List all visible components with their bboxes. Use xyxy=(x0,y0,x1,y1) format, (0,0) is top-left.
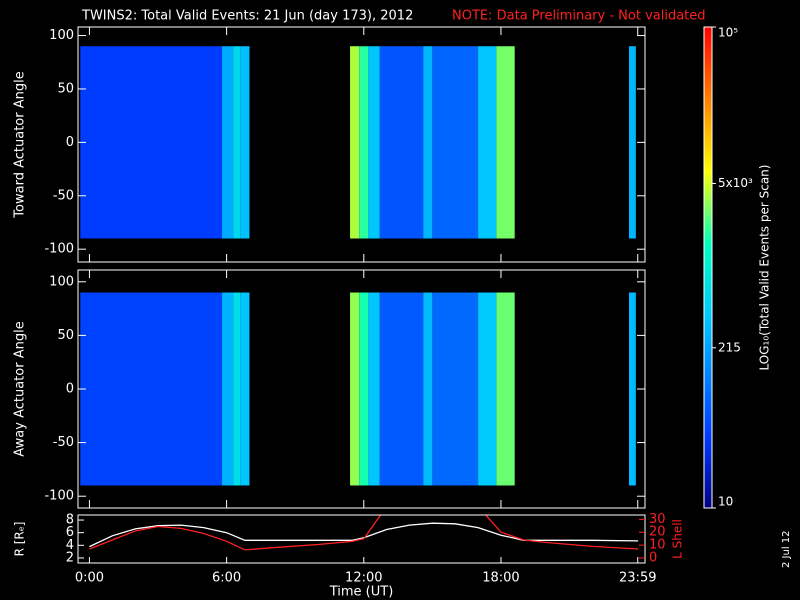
y-axis-label: Toward Actuator Angle xyxy=(13,71,28,218)
heat-cell xyxy=(478,46,497,239)
y2-tick-label: 20 xyxy=(649,525,666,540)
heat-cell xyxy=(359,292,369,486)
colorbar-tick-label: 10⁵ xyxy=(718,26,738,40)
title: TWINS2: Total Valid Events: 21 Jun (day … xyxy=(81,9,413,24)
x-tick-label: 23:59 xyxy=(619,571,656,586)
heat-cell xyxy=(359,46,369,239)
x-tick-label: 0:00 xyxy=(75,571,104,586)
heat-cell xyxy=(233,46,241,239)
line-layer xyxy=(89,515,639,551)
heat-cell xyxy=(496,46,515,239)
heat-cell xyxy=(379,46,424,239)
colorbar-tick-label: 5x10³ xyxy=(718,176,753,190)
plot-frame xyxy=(77,514,646,564)
heat-cell xyxy=(628,46,636,239)
heat-cell xyxy=(423,292,433,486)
heat-cell xyxy=(368,292,380,486)
heat-cell xyxy=(478,292,497,486)
y-tick-label: 6 xyxy=(66,525,74,540)
heat-cell xyxy=(379,292,424,486)
y-tick-label: -100 xyxy=(44,489,74,504)
heat-cell xyxy=(628,292,636,486)
y-tick-label: 0 xyxy=(66,382,74,397)
colorbar-label: LOG₁₀(Total Valid Events per Scan) xyxy=(758,165,772,371)
heat-cell xyxy=(350,46,360,239)
y-tick-label: 2 xyxy=(66,550,74,565)
y-tick-label: 50 xyxy=(57,328,74,343)
heat-cell xyxy=(233,292,241,486)
y-tick-label: 100 xyxy=(49,28,74,43)
y2-tick-label: 10 xyxy=(649,538,666,553)
note: NOTE: Data Preliminary - Not validated xyxy=(452,9,706,24)
y-tick-label: 8 xyxy=(66,513,74,528)
y-tick-label: -50 xyxy=(53,188,74,203)
y-tick-label: 0 xyxy=(66,135,74,150)
heat-cell xyxy=(432,292,479,486)
colorbar-tick-label: 215 xyxy=(718,340,741,354)
line-series xyxy=(89,515,639,551)
y-tick-label: 100 xyxy=(49,274,74,289)
heat-cell xyxy=(350,292,360,486)
heat-cell xyxy=(80,292,223,486)
heat-cell xyxy=(80,46,223,239)
colorbar-tick-label: 10 xyxy=(718,495,733,509)
heat-cell xyxy=(496,292,515,486)
line-series xyxy=(89,522,639,548)
date: 2 Jul 12 xyxy=(781,530,792,568)
y-tick-label: 4 xyxy=(66,538,74,553)
y-tick-label: 50 xyxy=(57,81,74,96)
heat-cell xyxy=(240,46,250,239)
y2-tick-label: 30 xyxy=(649,512,666,527)
y-axis-label: Away Actuator Angle xyxy=(13,321,28,456)
y-axis-label: R [Rₑ] xyxy=(13,522,27,557)
y2-axis-label: L Shell xyxy=(671,519,685,559)
heat-cell xyxy=(432,46,479,239)
y-tick-label: -50 xyxy=(53,435,74,450)
x-tick-label: 12:00 xyxy=(345,571,382,586)
heat-cell xyxy=(240,292,250,486)
plot-frame xyxy=(77,26,646,263)
heat-cell xyxy=(423,46,433,239)
x-axis-label: Time (UT) xyxy=(329,585,394,600)
heat-cell xyxy=(368,46,380,239)
colorbar xyxy=(703,26,713,509)
y2-tick-label: 0 xyxy=(649,550,657,565)
y-tick-label: -100 xyxy=(44,242,74,257)
x-tick-label: 6:00 xyxy=(212,571,241,586)
heat-cell xyxy=(222,46,234,239)
x-tick-label: 18:00 xyxy=(482,571,519,586)
heat-cell xyxy=(222,292,234,486)
